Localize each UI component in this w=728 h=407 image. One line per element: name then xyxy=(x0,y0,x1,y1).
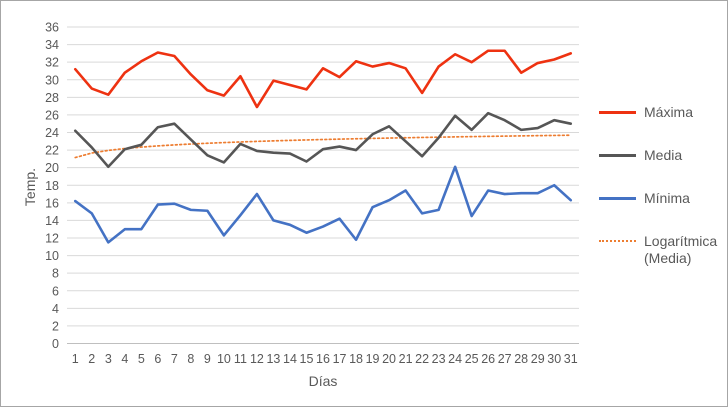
x-tick-label: 1 xyxy=(72,352,79,366)
x-tick-label: 18 xyxy=(349,352,363,366)
x-tick-label: 19 xyxy=(366,352,380,366)
legend-label: Máxima xyxy=(644,104,694,120)
x-tick-label: 13 xyxy=(266,352,280,366)
y-tick-label: 16 xyxy=(45,196,59,210)
y-tick-label: 8 xyxy=(52,267,59,281)
x-axis-title: Días xyxy=(308,373,338,389)
x-tick-label: 15 xyxy=(300,352,314,366)
series-line-mxima xyxy=(73,49,573,109)
legend-swatch-solid-line xyxy=(599,154,636,157)
x-tick-label: 6 xyxy=(154,352,161,366)
x-tick-label: 21 xyxy=(399,352,413,366)
y-tick-label: 2 xyxy=(52,319,59,333)
x-tick-label: 17 xyxy=(333,352,347,366)
x-tick-label: 23 xyxy=(432,352,446,366)
x-tick-label: 24 xyxy=(448,352,462,366)
y-tick-label: 12 xyxy=(45,232,59,246)
legend-label: Mínima xyxy=(644,190,690,206)
x-tick-label: 30 xyxy=(547,352,561,366)
y-tick-label: 34 xyxy=(45,38,59,52)
x-tick-label: 28 xyxy=(514,352,528,366)
legend-label: Media xyxy=(644,147,683,163)
x-tick-label: 8 xyxy=(187,352,194,366)
y-tick-label: 4 xyxy=(52,302,59,316)
x-tick-label: 25 xyxy=(465,352,479,366)
trendline-logaritmica xyxy=(74,134,572,159)
y-tick-label: 24 xyxy=(45,126,59,140)
x-tick-label: 4 xyxy=(121,352,128,366)
x-tick-label: 7 xyxy=(171,352,178,366)
y-tick-label: 30 xyxy=(45,73,59,87)
y-tick-label: 18 xyxy=(45,179,59,193)
y-tick-label: 10 xyxy=(45,249,59,263)
x-tick-label: 31 xyxy=(564,352,578,366)
legend-item-mnima: Mínima xyxy=(599,190,690,207)
series-line-mnima xyxy=(73,165,573,244)
x-tick-label: 16 xyxy=(316,352,330,366)
chart-legend: Máxima Media Mínima Logarítmica (Media) xyxy=(599,1,725,406)
x-tick-label: 3 xyxy=(105,352,112,366)
x-tick-label: 26 xyxy=(481,352,495,366)
x-tick-label: 20 xyxy=(382,352,396,366)
y-tick-label: 0 xyxy=(52,337,59,351)
y-tick-label: 6 xyxy=(52,284,59,298)
y-axis-title: Temp. xyxy=(22,167,38,207)
y-tick-label: 32 xyxy=(45,56,59,70)
x-tick-label: 5 xyxy=(138,352,145,366)
legend-swatch-solid-line xyxy=(599,197,636,200)
x-tick-label: 12 xyxy=(250,352,264,366)
legend-item-logartmicamedia: Logarítmica (Media) xyxy=(599,233,724,267)
x-tick-label: 29 xyxy=(531,352,545,366)
y-tick-label: 28 xyxy=(45,91,59,105)
y-tick-label: 36 xyxy=(45,21,59,35)
x-tick-label: 14 xyxy=(283,352,297,366)
legend-item-media: Media xyxy=(599,147,682,164)
x-tick-label: 11 xyxy=(234,352,247,366)
x-tick-label: 22 xyxy=(415,352,429,366)
y-tick-label: 14 xyxy=(45,214,59,228)
x-tick-label: 2 xyxy=(88,352,95,366)
legend-label: Logarítmica (Media) xyxy=(644,233,718,266)
y-tick-label: 26 xyxy=(45,108,59,122)
series-line-media xyxy=(73,111,573,169)
x-tick-label: 10 xyxy=(217,352,231,366)
x-tick-label: 27 xyxy=(498,352,512,366)
legend-swatch-dotted-line xyxy=(599,240,636,242)
y-tick-label: 20 xyxy=(45,161,59,175)
legend-swatch-solid-line xyxy=(599,111,636,114)
y-tick-label: 22 xyxy=(45,144,59,158)
legend-item-mxima: Máxima xyxy=(599,104,693,121)
x-tick-label: 9 xyxy=(204,352,211,366)
